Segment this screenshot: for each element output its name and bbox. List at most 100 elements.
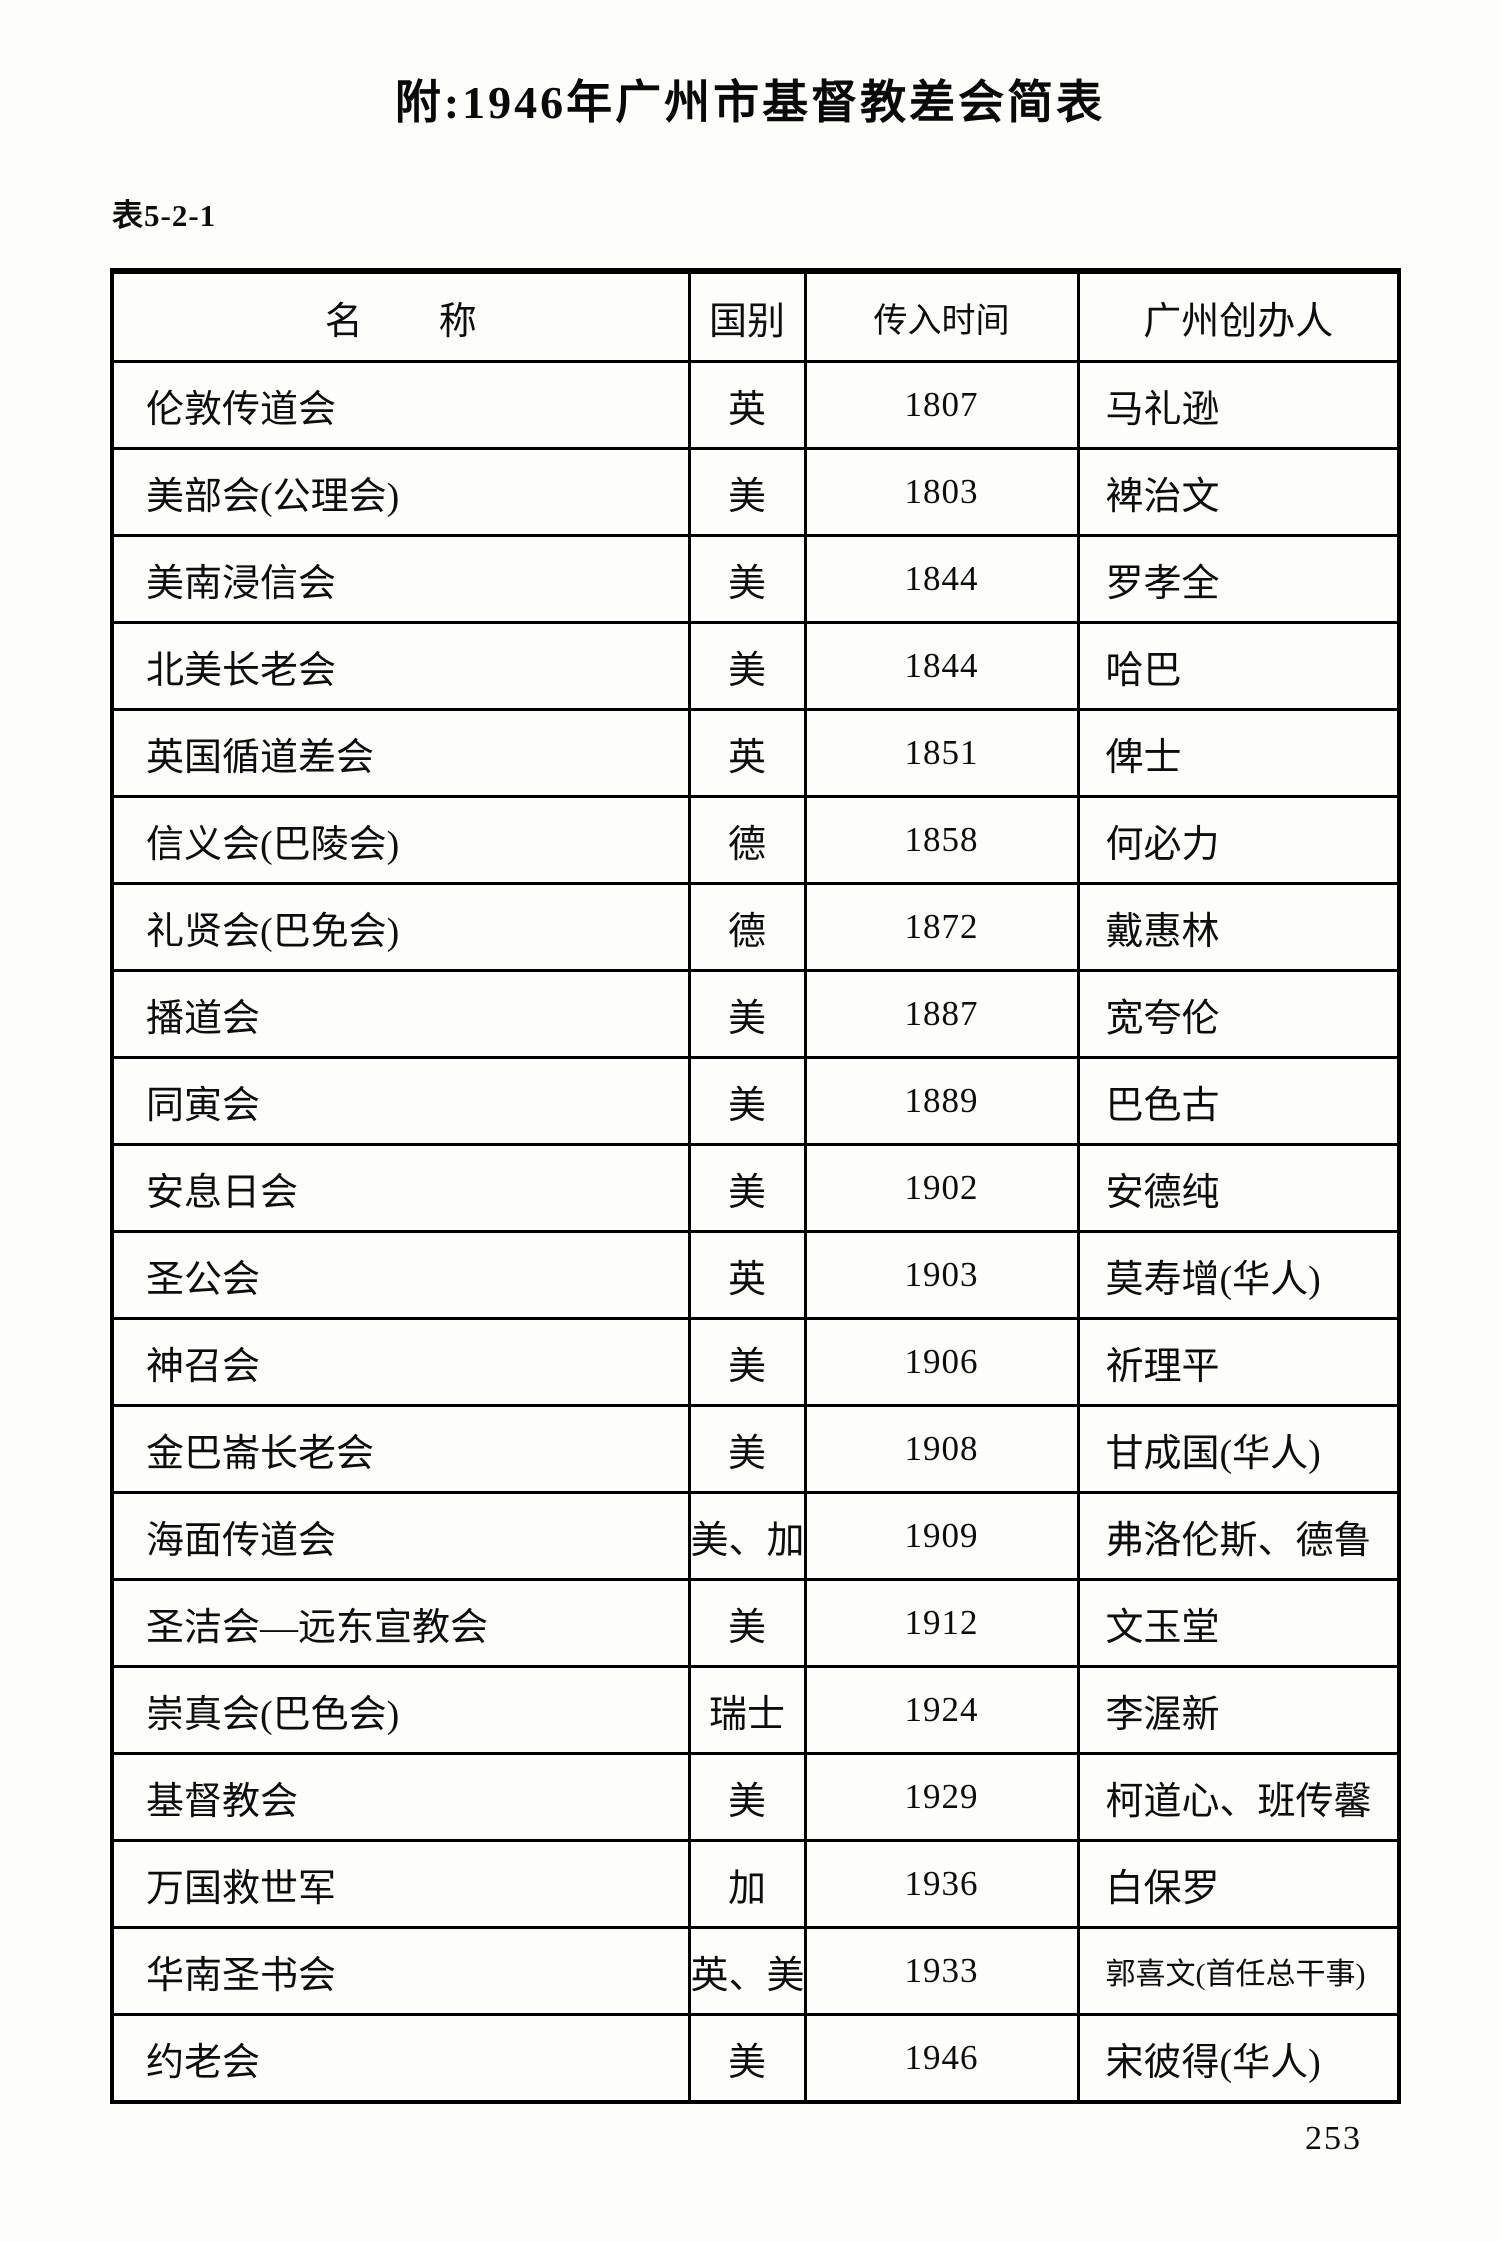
mission-name-cell: 神召会	[110, 1317, 691, 1407]
header-row: 名 称 国别 传入时间 广州创办人	[110, 269, 1401, 363]
year-cell: 1903	[803, 1230, 1080, 1320]
column-header-name: 名 称	[110, 269, 691, 363]
country-cell: 英	[687, 360, 807, 450]
country-cell: 美	[687, 1056, 807, 1146]
year-cell: 1924	[803, 1665, 1080, 1755]
founder-cell: 弗洛伦斯、德鲁	[1076, 1491, 1401, 1581]
mission-name-cell: 北美长老会	[110, 621, 691, 711]
table-row: 神召会 美 1906 祈理平	[110, 1317, 1401, 1407]
country-cell: 美	[687, 2013, 807, 2104]
table-row: 基督教会 美 1929 柯道心、班传馨	[110, 1752, 1401, 1842]
year-cell: 1803	[803, 447, 1080, 537]
table-row: 海面传道会 美、加 1909 弗洛伦斯、德鲁	[110, 1491, 1401, 1581]
founder-cell: 罗孝全	[1076, 534, 1401, 624]
founder-cell: 何必力	[1076, 795, 1401, 885]
founder-cell: 甘成国(华人)	[1076, 1404, 1401, 1494]
founder-cell: 裨治文	[1076, 447, 1401, 537]
table-row: 北美长老会 美 1844 哈巴	[110, 621, 1401, 711]
page-number: 253	[1305, 2120, 1362, 2157]
founder-cell: 戴惠林	[1076, 882, 1401, 972]
mission-name-cell: 信义会(巴陵会)	[110, 795, 691, 885]
year-cell: 1929	[803, 1752, 1080, 1842]
founder-cell: 白保罗	[1076, 1839, 1401, 1929]
table-row: 崇真会(巴色会) 瑞士 1924 李渥新	[110, 1665, 1401, 1755]
country-cell: 德	[687, 882, 807, 972]
mission-name-cell: 基督教会	[110, 1752, 691, 1842]
year-cell: 1807	[803, 360, 1080, 450]
founder-cell: 俾士	[1076, 708, 1401, 798]
page-title: 附:1946年广州市基督教差会简表	[394, 77, 1106, 128]
table-row: 安息日会 美 1902 安德纯	[110, 1143, 1401, 1233]
founder-cell: 文玉堂	[1076, 1578, 1401, 1668]
mission-name-cell: 美南浸信会	[110, 534, 691, 624]
country-cell: 美	[687, 1404, 807, 1494]
mission-name-cell: 海面传道会	[110, 1491, 691, 1581]
mission-name-cell: 金巴崙长老会	[110, 1404, 691, 1494]
year-cell: 1902	[803, 1143, 1080, 1233]
table-row: 万国救世军 加 1936 白保罗	[110, 1839, 1401, 1929]
column-header-country: 国别	[687, 269, 807, 363]
year-cell: 1889	[803, 1056, 1080, 1146]
founder-cell: 哈巴	[1076, 621, 1401, 711]
year-cell: 1844	[803, 621, 1080, 711]
country-cell: 英、美	[687, 1926, 807, 2016]
country-cell: 英	[687, 1230, 807, 1320]
year-cell: 1936	[803, 1839, 1080, 1929]
country-cell: 美	[687, 969, 807, 1059]
table-row: 播道会 美 1887 宽夸伦	[110, 969, 1401, 1059]
column-header-introduction-time: 传入时间	[803, 269, 1080, 363]
table-row: 信义会(巴陵会) 德 1858 何必力	[110, 795, 1401, 885]
table-number-label: 表5-2-1	[112, 198, 217, 233]
country-cell: 美	[687, 534, 807, 624]
year-cell: 1906	[803, 1317, 1080, 1407]
table-row: 伦敦传道会 英 1807 马礼逊	[110, 360, 1401, 450]
mission-name-cell: 安息日会	[110, 1143, 691, 1233]
mission-name-cell: 同寅会	[110, 1056, 691, 1146]
table-row: 礼贤会(巴免会) 德 1872 戴惠林	[110, 882, 1401, 972]
year-cell: 1844	[803, 534, 1080, 624]
country-cell: 美	[687, 1752, 807, 1842]
mission-name-cell: 伦敦传道会	[110, 360, 691, 450]
country-cell: 美	[687, 1143, 807, 1233]
year-cell: 1851	[803, 708, 1080, 798]
founder-cell: 安德纯	[1076, 1143, 1401, 1233]
mission-name-cell: 崇真会(巴色会)	[110, 1665, 691, 1755]
year-cell: 1909	[803, 1491, 1080, 1581]
founder-cell: 宽夸伦	[1076, 969, 1401, 1059]
year-cell: 1946	[803, 2013, 1080, 2104]
country-cell: 美	[687, 1578, 807, 1668]
mission-name-cell: 华南圣书会	[110, 1926, 691, 2016]
table-row: 英国循道差会 英 1851 俾士	[110, 708, 1401, 798]
founder-cell: 祈理平	[1076, 1317, 1401, 1407]
country-cell: 瑞士	[687, 1665, 807, 1755]
founder-cell: 莫寿增(华人)	[1076, 1230, 1401, 1320]
table-row: 金巴崙长老会 美 1908 甘成国(华人)	[110, 1404, 1401, 1494]
year-cell: 1933	[803, 1926, 1080, 2016]
founder-cell: 柯道心、班传馨	[1076, 1752, 1401, 1842]
table-row: 同寅会 美 1889 巴色古	[110, 1056, 1401, 1146]
country-cell: 加	[687, 1839, 807, 1929]
year-cell: 1887	[803, 969, 1080, 1059]
mission-name-cell: 美部会(公理会)	[110, 447, 691, 537]
country-cell: 德	[687, 795, 807, 885]
founder-cell: 马礼逊	[1076, 360, 1401, 450]
mission-name-cell: 播道会	[110, 969, 691, 1059]
founder-cell: 巴色古	[1076, 1056, 1401, 1146]
country-cell: 美	[687, 447, 807, 537]
country-cell: 美	[687, 1317, 807, 1407]
table-row: 美部会(公理会) 美 1803 裨治文	[110, 447, 1401, 537]
mission-name-cell: 礼贤会(巴免会)	[110, 882, 691, 972]
table-row: 圣洁会—远东宣教会 美 1912 文玉堂	[110, 1578, 1401, 1668]
year-cell: 1912	[803, 1578, 1080, 1668]
country-cell: 英	[687, 708, 807, 798]
year-cell: 1858	[803, 795, 1080, 885]
table-body: 伦敦传道会 英 1807 马礼逊 美部会(公理会) 美 1803 裨治文 美南浸…	[110, 360, 1401, 2104]
year-cell: 1872	[803, 882, 1080, 972]
mission-name-cell: 英国循道差会	[110, 708, 691, 798]
founder-cell: 郭喜文(首任总干事)	[1076, 1926, 1401, 2016]
table-row: 美南浸信会 美 1844 罗孝全	[110, 534, 1401, 624]
mission-name-cell: 圣洁会—远东宣教会	[110, 1578, 691, 1668]
mission-name-cell: 约老会	[110, 2013, 691, 2104]
missions-table: 名 称 国别 传入时间 广州创办人 伦敦传道会 英 1807 马礼逊 美部会(公…	[110, 268, 1401, 2104]
year-cell: 1908	[803, 1404, 1080, 1494]
